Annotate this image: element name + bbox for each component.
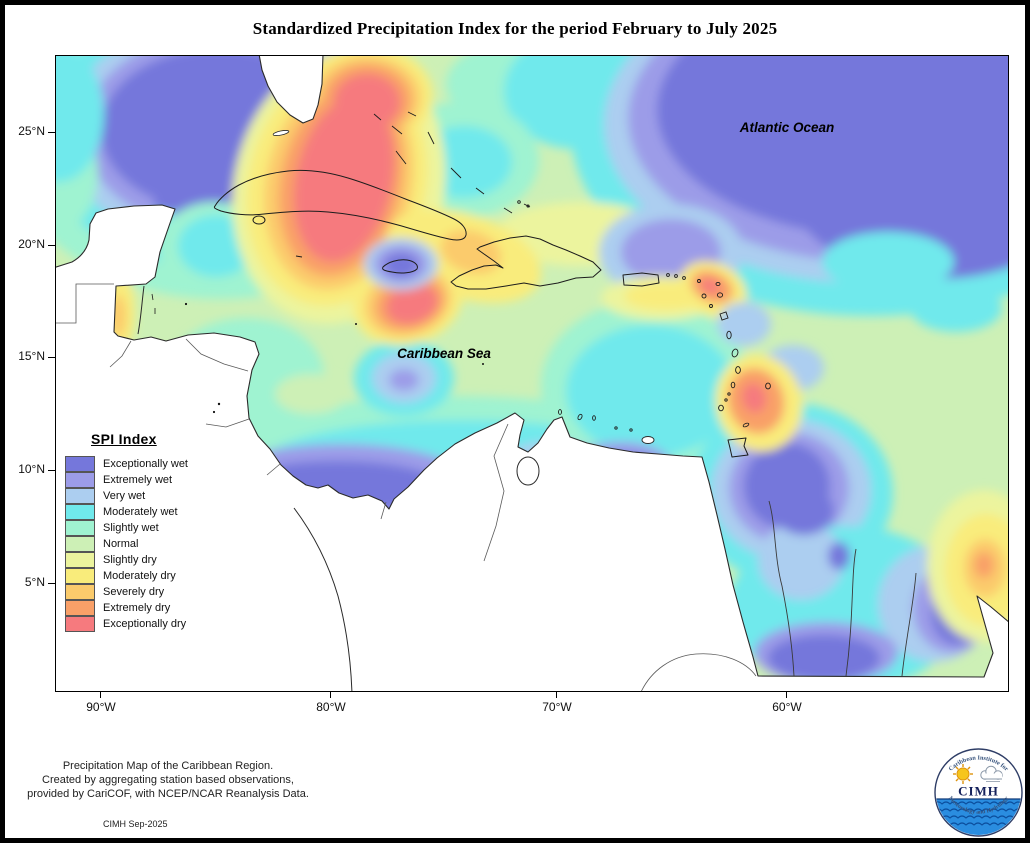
lat-tick-20n	[48, 245, 55, 246]
legend-swatch-extremely-wet	[65, 471, 95, 488]
issue-stamp: CIMH Sep-2025	[103, 819, 168, 829]
lat-tick-15n	[48, 357, 55, 358]
belize-coastline	[137, 285, 145, 335]
legend-label: Severely dry	[103, 586, 165, 598]
lat-tick-10n	[48, 470, 55, 471]
logo-acronym: CIMH	[958, 784, 999, 799]
florida-keys	[272, 130, 290, 136]
lat-tick-25n	[48, 132, 55, 133]
legend-swatch-moderately-wet	[65, 503, 95, 520]
legend-row: Exceptionally dry	[65, 615, 188, 632]
legend-label: Very wet	[103, 490, 146, 502]
credits-block: Precipitation Map of the Caribbean Regio…	[13, 760, 323, 801]
legend-swatch-very-wet	[65, 487, 95, 504]
isla-juventud-outline	[252, 215, 266, 225]
cloud-icon	[980, 765, 1003, 782]
lon-label-70w: 70°W	[542, 700, 572, 714]
atlantic-ocean-label: Atlantic Ocean	[739, 120, 835, 135]
lat-label-25n: 25°N	[18, 124, 45, 138]
legend-row: Slightly wet	[65, 519, 188, 536]
legend-label: Normal	[103, 538, 139, 550]
pacific-coastline	[293, 507, 353, 691]
small-island-specks	[184, 302, 484, 414]
legend-row: Extremely wet	[65, 471, 188, 488]
legend-row: Moderately dry	[65, 567, 188, 584]
credits-line: Precipitation Map of the Caribbean Regio…	[62, 760, 274, 772]
logo-water	[936, 799, 1021, 835]
legend-label: Exceptionally wet	[103, 458, 188, 470]
central-south-america-landmass	[56, 204, 1008, 691]
legend-row: Normal	[65, 535, 188, 552]
credits-line: provided by CariCOF, with NCEP/NCAR Rean…	[27, 787, 309, 800]
lat-label-10n: 10°N	[18, 462, 45, 476]
legend-label: Extremely dry	[103, 602, 171, 614]
florida-landmass	[258, 56, 324, 124]
lon-label-90w: 90°W	[86, 700, 116, 714]
spi-contour-map: Atlantic Ocean Caribbean Sea	[56, 56, 1008, 691]
lake-maracaibo	[516, 456, 540, 486]
legend-label: Moderately wet	[103, 506, 178, 518]
cuba-outline	[213, 169, 467, 241]
legend-swatch-slightly-wet	[65, 519, 95, 536]
belize-cays	[151, 293, 156, 314]
cimh-logo: CIMH Caribbean Institute for Meteorology…	[934, 748, 1023, 837]
legend-swatch-moderately-dry	[65, 567, 95, 584]
lat-label-5n: 5°N	[24, 575, 45, 589]
trinidad-outline	[727, 437, 749, 458]
coastlines-inner	[137, 285, 540, 691]
puerto-rico-outline	[622, 272, 660, 287]
legend-label: Exceptionally dry	[103, 618, 187, 630]
legend-label: Extremely wet	[103, 474, 173, 486]
legend-swatch-normal	[65, 535, 95, 552]
legend-row: Severely dry	[65, 583, 188, 600]
lon-label-80w: 80°W	[316, 700, 346, 714]
hispaniola-outline	[450, 235, 602, 290]
legend-swatch-exceptionally-wet	[65, 455, 95, 472]
lat-label-20n: 20°N	[18, 237, 45, 251]
land-mask	[56, 56, 1008, 691]
credits-line: Created by aggregating station based obs…	[42, 773, 294, 786]
legend-swatch-slightly-dry	[65, 551, 95, 568]
legend-label: Slightly dry	[103, 554, 157, 566]
page-title: Standardized Precipitation Index for the…	[252, 19, 778, 38]
guianas-borders	[768, 500, 917, 677]
lesser-antilles-outlines	[295, 200, 771, 432]
margarita-island	[641, 436, 655, 444]
map-canvas: Atlantic Ocean Caribbean Sea	[55, 55, 1009, 692]
legend-swatch-exceptionally-dry	[65, 615, 95, 632]
legend-swatch-extremely-dry	[65, 599, 95, 616]
legend-row: Exceptionally wet	[65, 455, 188, 472]
lon-tick-60w	[786, 691, 787, 698]
legend-row: Very wet	[65, 487, 188, 504]
country-borders	[56, 283, 757, 691]
legend-label: Slightly wet	[103, 522, 159, 534]
lat-tick-5n	[48, 583, 55, 584]
lon-label-60w: 60°W	[772, 700, 802, 714]
legend-row: Extremely dry	[65, 599, 188, 616]
legend-title: SPI Index	[91, 431, 157, 447]
lat-label-15n: 15°N	[18, 349, 45, 363]
spi-legend: SPI Index Exceptionally wet Extremely we…	[61, 429, 196, 636]
legend-label: Moderately dry	[103, 570, 176, 582]
sun-icon	[953, 764, 973, 784]
legend-swatch-severely-dry	[65, 583, 95, 600]
legend-row: Slightly dry	[65, 551, 188, 568]
caribbean-sea-label: Caribbean Sea	[397, 346, 491, 361]
lon-tick-90w	[100, 691, 101, 698]
lon-tick-80w	[330, 691, 331, 698]
lon-tick-70w	[556, 691, 557, 698]
jamaica-outline	[382, 259, 418, 274]
spi-field-blobs	[56, 56, 1008, 690]
legend-row: Moderately wet	[65, 503, 188, 520]
